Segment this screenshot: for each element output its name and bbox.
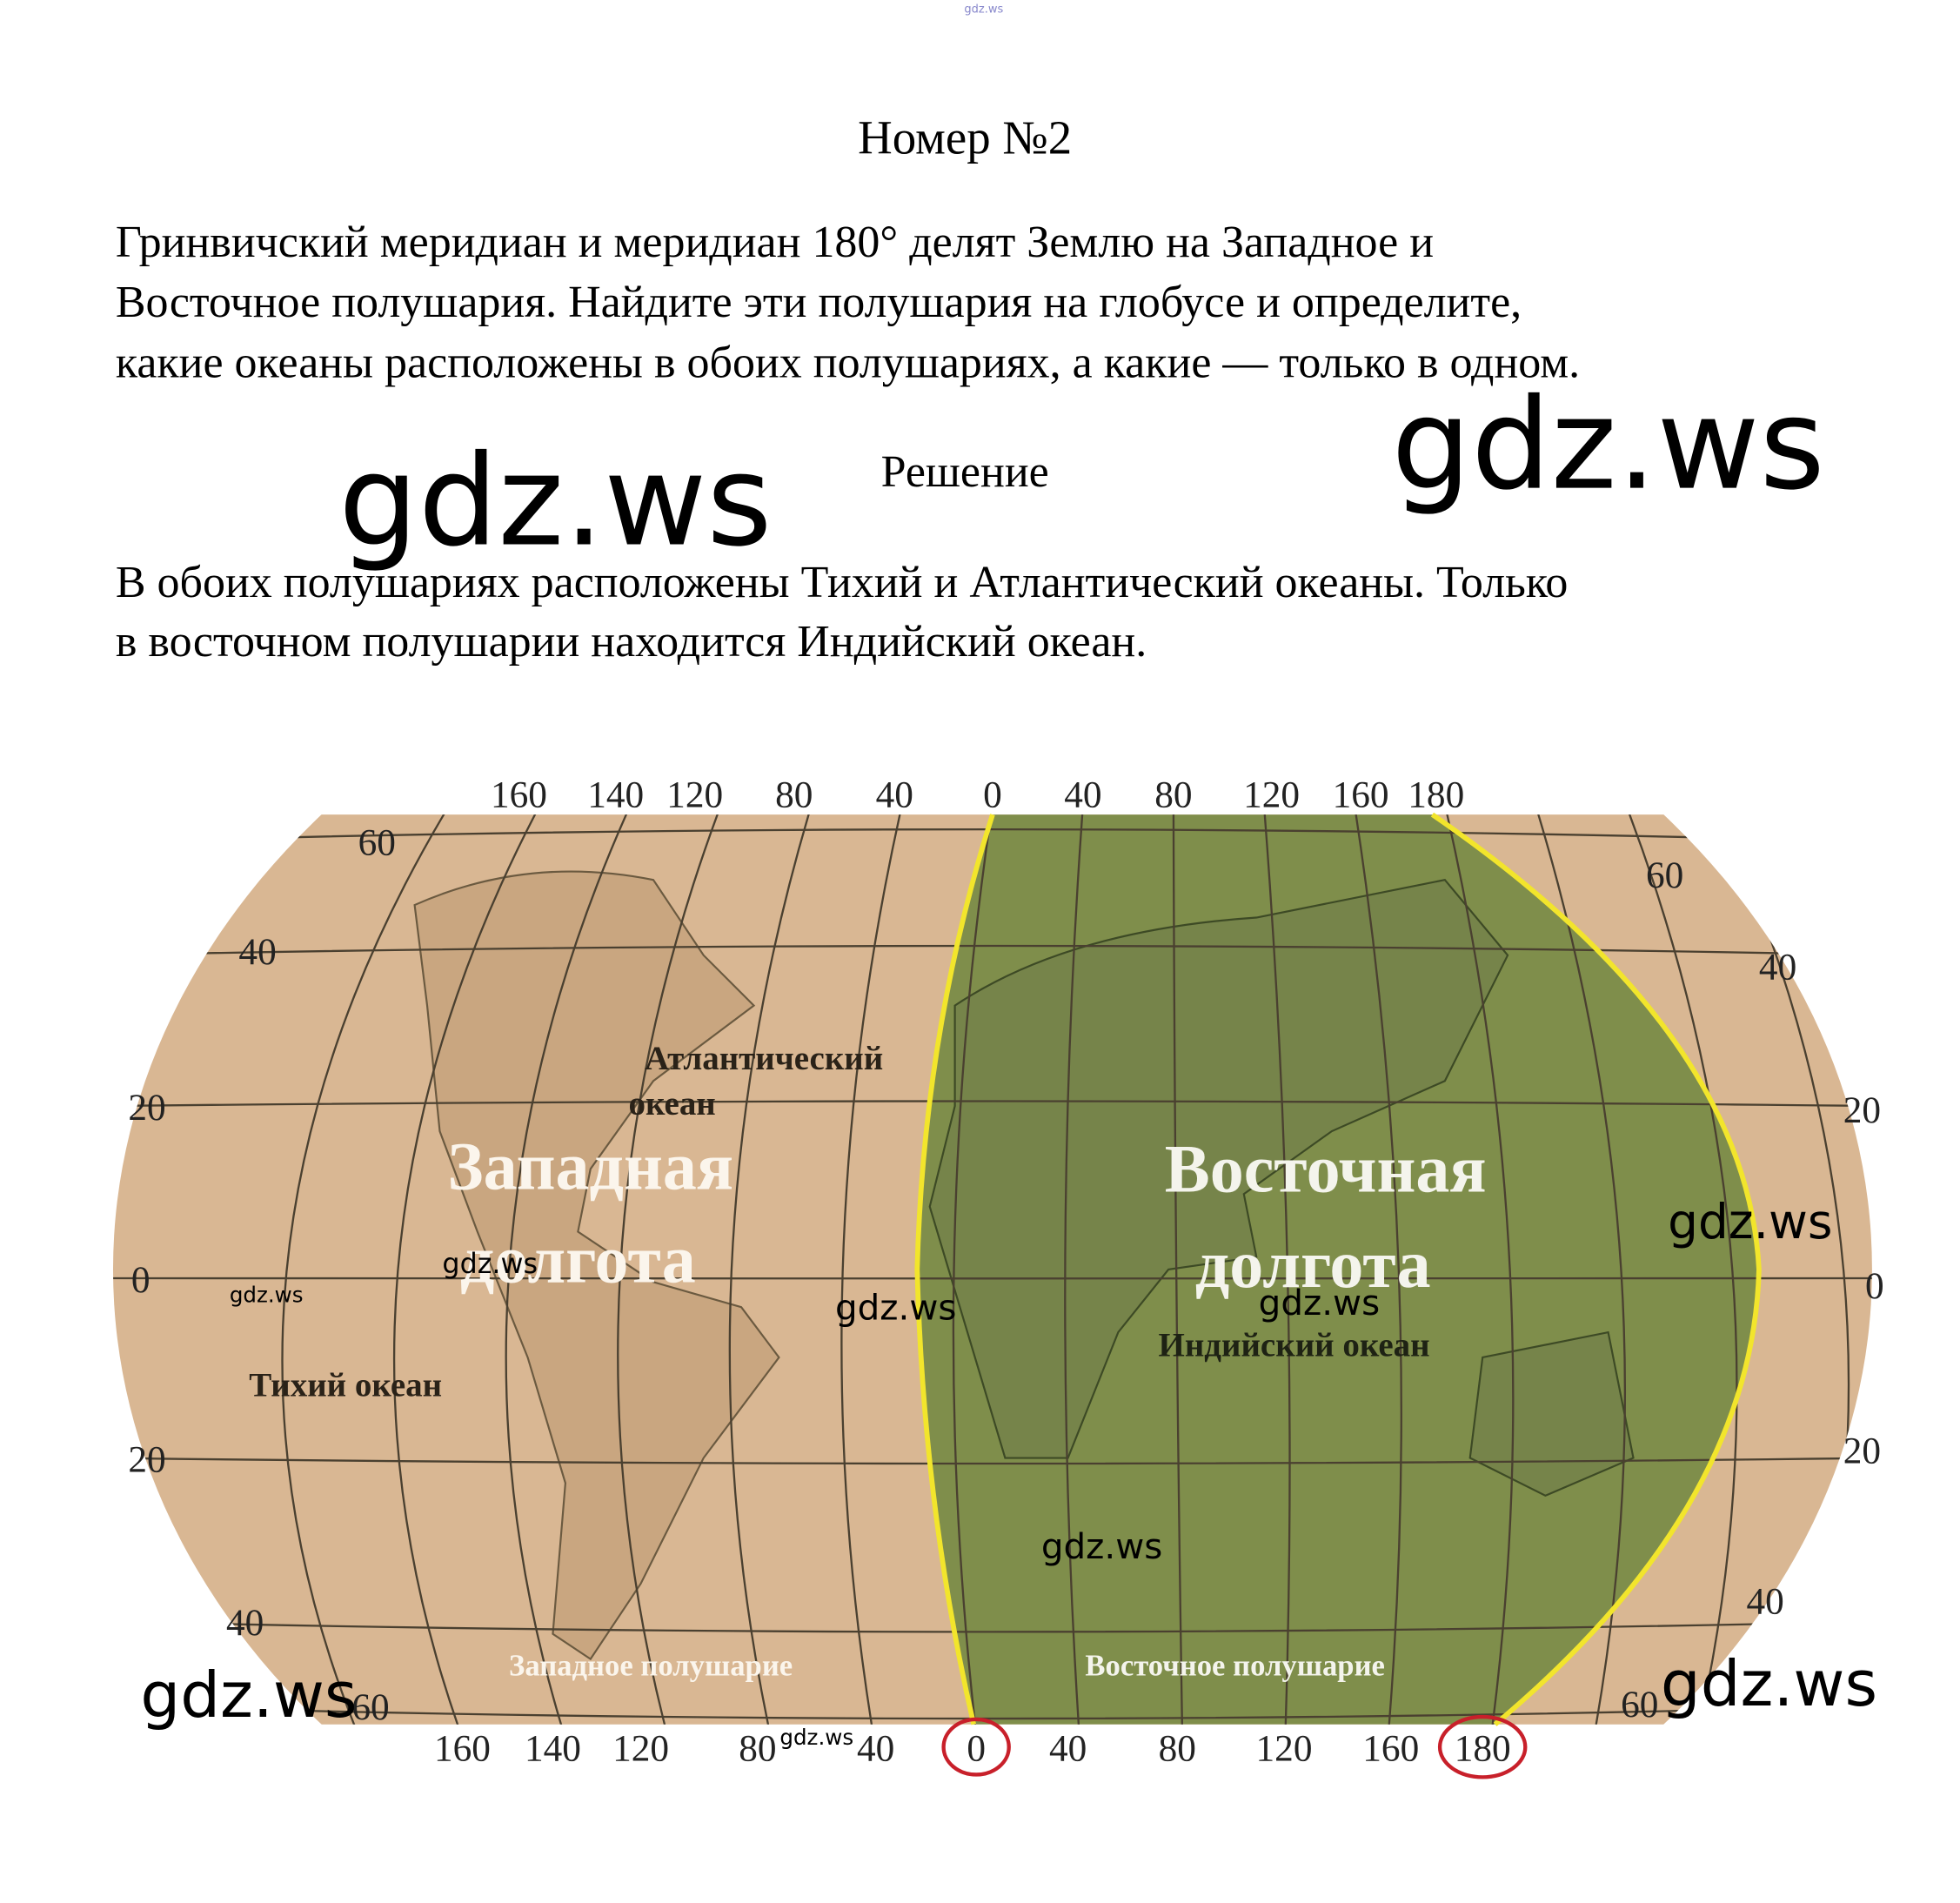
region-label: долгота xyxy=(460,1222,696,1297)
latitude-label: 60 xyxy=(1646,854,1683,896)
longitude-label: 160 xyxy=(434,1728,491,1770)
watermark: gdz.ws xyxy=(1259,1282,1381,1323)
meridian-180 xyxy=(1430,812,1762,1726)
longitude-label: 160 xyxy=(1362,1728,1419,1770)
meridian xyxy=(1353,814,1402,1725)
title: Номер №2 xyxy=(858,111,1072,164)
longitude-label: 80 xyxy=(775,774,813,815)
highlight-circle xyxy=(941,1717,1011,1777)
latitude-label: 40 xyxy=(226,1602,264,1644)
ocean-label: Тихий океан xyxy=(249,1367,442,1404)
watermark: gdz.ws xyxy=(1391,372,1824,519)
ocean-label: Индийский океан xyxy=(1159,1327,1430,1364)
watermark: gdz.ws xyxy=(964,3,1003,17)
watermark: gdz.ws xyxy=(779,1725,853,1750)
latitude-label: 40 xyxy=(1746,1581,1783,1623)
watermark: gdz.ws xyxy=(442,1249,538,1280)
world-map: 160 140 120 80 40 0 40 80 120 160 180 160 140 120 80 40… xyxy=(112,774,1884,1779)
meridian xyxy=(1064,814,1085,1725)
ocean-label: океан xyxy=(629,1085,716,1122)
latitude-label: 60 xyxy=(351,1686,389,1728)
longitude-label: 160 xyxy=(491,774,547,815)
latitude-label: 0 xyxy=(131,1259,151,1301)
longitude-label: 140 xyxy=(525,1728,581,1770)
meridian xyxy=(281,814,452,1725)
longitude-label: 140 xyxy=(587,774,644,815)
solution-heading: Решение xyxy=(881,447,1049,497)
meridian xyxy=(1624,814,1738,1725)
longitude-label: 0 xyxy=(967,1728,986,1770)
graticule xyxy=(112,814,1872,1725)
latitude-label: 20 xyxy=(128,1087,165,1129)
longitude-label: 80 xyxy=(739,1728,776,1770)
eastern-continents xyxy=(928,878,1635,1498)
meridian xyxy=(728,814,813,1725)
region-label: Западная xyxy=(448,1129,734,1203)
hemisphere-label: Западное полушарие xyxy=(509,1649,793,1682)
latitude-label: 40 xyxy=(238,931,276,973)
parallel xyxy=(112,1457,1872,1465)
hemisphere-label: Восточное полушарие xyxy=(1085,1649,1385,1682)
parallel xyxy=(112,1704,1872,1720)
longitude-label: 120 xyxy=(612,1728,669,1770)
longitude-label: 120 xyxy=(666,774,723,815)
question-line: Восточное полушария. Найдите эти полушар… xyxy=(116,278,1522,327)
parallel xyxy=(112,1100,1872,1108)
longitude-label: 0 xyxy=(983,774,1002,815)
latitude-label: 20 xyxy=(128,1438,165,1480)
latitude-label: 20 xyxy=(1843,1430,1881,1471)
meridian xyxy=(617,814,723,1725)
region-label: Восточная xyxy=(1165,1131,1487,1206)
longitude-label: 120 xyxy=(1243,774,1300,815)
longitude-label: 160 xyxy=(1333,774,1389,815)
parallel xyxy=(112,944,1872,956)
latitude-label: 0 xyxy=(1865,1265,1884,1307)
watermark: gdz.ws xyxy=(140,1659,357,1732)
highlight-circle xyxy=(1437,1714,1528,1779)
meridian xyxy=(840,814,904,1725)
meridian xyxy=(952,814,994,1725)
meridian xyxy=(1443,814,1515,1725)
longitude-label: 40 xyxy=(1064,774,1101,815)
watermark: gdz.ws xyxy=(1668,1194,1832,1250)
longitude-label: 40 xyxy=(876,774,913,815)
longitude-label: 180 xyxy=(1455,1728,1511,1770)
longitude-label: 80 xyxy=(1154,774,1192,815)
parallel xyxy=(112,1620,1872,1633)
longitude-label: 40 xyxy=(1049,1728,1087,1770)
meridian xyxy=(1172,814,1184,1725)
question-line: какие океаны расположены в обоих полушар… xyxy=(116,338,1580,387)
question-line: Гринвичский меридиан и меридиан 180° дел… xyxy=(116,218,1434,267)
watermark: gdz.ws xyxy=(230,1282,304,1307)
meridian xyxy=(1262,814,1291,1725)
parallel xyxy=(112,828,1872,844)
meridian xyxy=(505,814,632,1725)
longitude-label: 180 xyxy=(1408,774,1464,815)
longitude-label: 120 xyxy=(1256,1728,1313,1770)
latitude-label: 60 xyxy=(1621,1684,1658,1725)
longitude-label: 40 xyxy=(857,1728,894,1770)
answer-line: В обоих полушариях расположены Тихий и А… xyxy=(116,558,1569,607)
ocean-label: Атлантический xyxy=(645,1040,883,1077)
prime-meridian xyxy=(914,814,995,1725)
answer-line: в восточном полушарии находится Индийски… xyxy=(116,617,1147,667)
latitude-label: 40 xyxy=(1759,946,1796,988)
meridian xyxy=(392,814,542,1725)
latitude-label: 60 xyxy=(358,821,396,863)
watermark: gdz.ws xyxy=(1041,1525,1163,1567)
latitude-label: 20 xyxy=(1843,1089,1881,1131)
region-label: долгота xyxy=(1195,1227,1431,1302)
watermark: gdz.ws xyxy=(1661,1648,1877,1721)
meridian xyxy=(1534,814,1626,1725)
longitude-label: 80 xyxy=(1159,1728,1196,1770)
watermark: gdz.ws xyxy=(338,429,772,575)
watermark: gdz.ws xyxy=(835,1287,957,1329)
